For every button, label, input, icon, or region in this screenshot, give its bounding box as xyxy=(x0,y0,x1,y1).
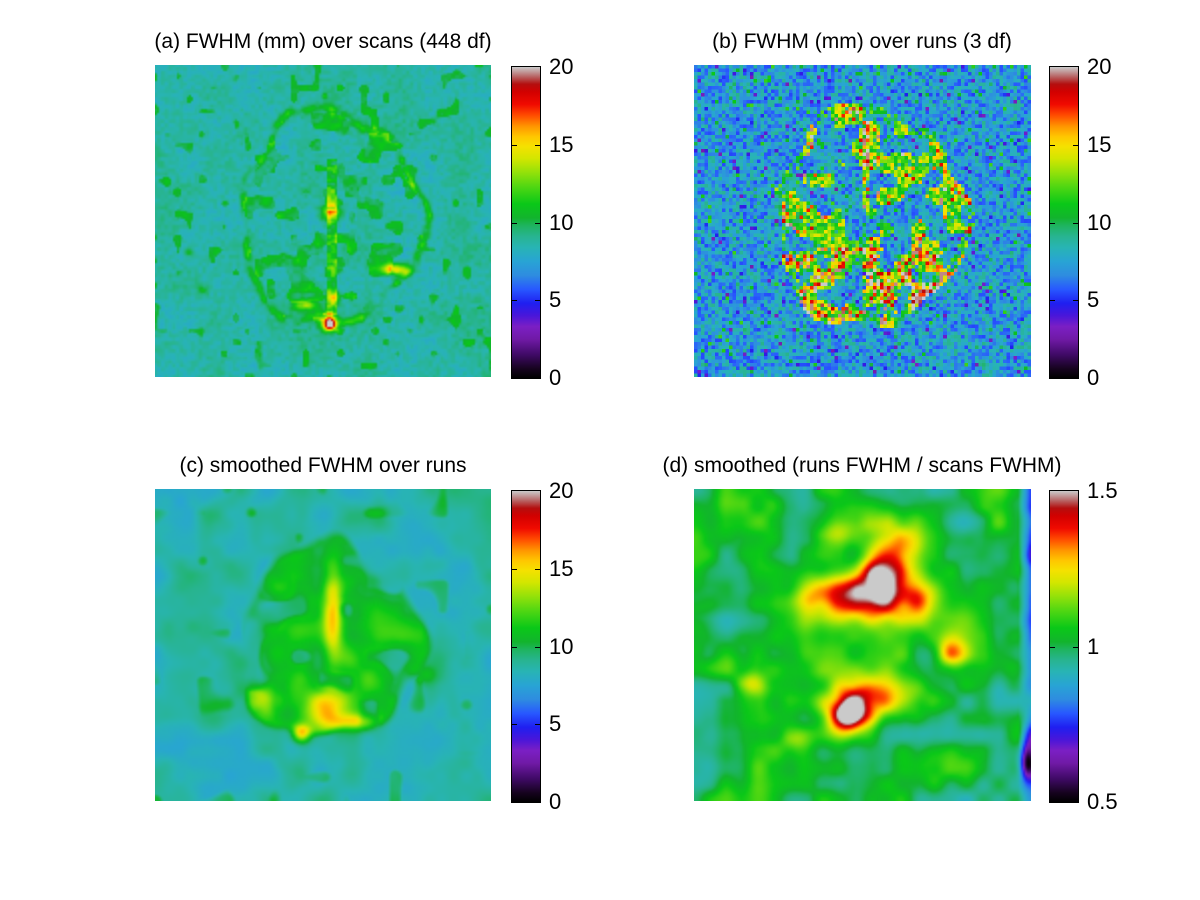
colorbar-tick-label-a-0: 0 xyxy=(549,365,562,390)
heatmap-image-a xyxy=(155,65,491,377)
heatmap-image-c xyxy=(155,489,491,801)
colorbar-tick-c xyxy=(535,646,540,648)
colorbar-b xyxy=(1049,66,1079,379)
colorbar-tick-a xyxy=(512,300,517,302)
colorbar-tick-label-a-5: 5 xyxy=(549,287,562,313)
colorbar-a xyxy=(511,66,541,379)
colorbar-tick-b xyxy=(1050,300,1055,302)
colorbar-tick-label-c-10: 10 xyxy=(549,633,574,659)
colorbar-tick-a xyxy=(535,144,540,146)
colorbar-tick-b xyxy=(1073,300,1078,302)
colorbar-tick-d xyxy=(1050,646,1055,648)
panel-title-a: (a) FWHM (mm) over scans (448 df) xyxy=(154,30,492,53)
colorbar-c xyxy=(511,490,541,803)
colorbar-tick-label-c-5: 5 xyxy=(549,711,562,737)
colorbar-tick-c xyxy=(512,724,517,726)
colorbar-tick-c xyxy=(535,724,540,726)
colorbar-tick-c xyxy=(512,646,517,648)
colorbar-tick-label-b-0: 0 xyxy=(1087,365,1100,390)
colorbar-tick-b xyxy=(1050,144,1055,146)
colorbar-tick-label-b-20: 20 xyxy=(1087,54,1112,79)
colorbar-tick-b xyxy=(1073,222,1078,224)
panel-title-b: (b) FWHM (mm) over runs (3 df) xyxy=(712,30,1012,53)
colorbar-tick-label-d-0.5: 0.5 xyxy=(1087,789,1118,814)
colorbar-tick-label-c-0: 0 xyxy=(549,789,562,814)
colorbar-tick-label-b-5: 5 xyxy=(1087,287,1100,313)
colorbar-tick-label-a-15: 15 xyxy=(549,131,574,157)
colorbar-tick-c xyxy=(512,568,517,570)
colorbar-tick-label-c-20: 20 xyxy=(549,478,574,503)
colorbar-tick-label-c-15: 15 xyxy=(549,555,574,581)
colorbar-tick-d xyxy=(1073,646,1078,648)
panel-title-d: (d) smoothed (runs FWHM / scans FWHM) xyxy=(662,454,1062,477)
heatmap-image-d xyxy=(694,489,1031,801)
colorbar-tick-b xyxy=(1073,144,1078,146)
colorbar-tick-b xyxy=(1050,222,1055,224)
colorbar-tick-label-b-15: 15 xyxy=(1087,131,1112,157)
colorbar-tick-label-d-1: 1 xyxy=(1087,633,1100,659)
heatmap-image-b xyxy=(694,65,1031,377)
colorbar-tick-a xyxy=(512,222,517,224)
colorbar-tick-a xyxy=(535,222,540,224)
panel-title-c: (c) smoothed FWHM over runs xyxy=(179,454,467,477)
colorbar-tick-label-b-10: 10 xyxy=(1087,209,1112,235)
colorbar-tick-a xyxy=(535,300,540,302)
colorbar-tick-c xyxy=(535,568,540,570)
colorbar-tick-label-a-10: 10 xyxy=(549,209,574,235)
colorbar-tick-a xyxy=(512,144,517,146)
colorbar-d xyxy=(1049,490,1079,803)
colorbar-tick-label-d-1.5: 1.5 xyxy=(1087,478,1118,503)
colorbar-tick-label-a-20: 20 xyxy=(549,54,574,79)
